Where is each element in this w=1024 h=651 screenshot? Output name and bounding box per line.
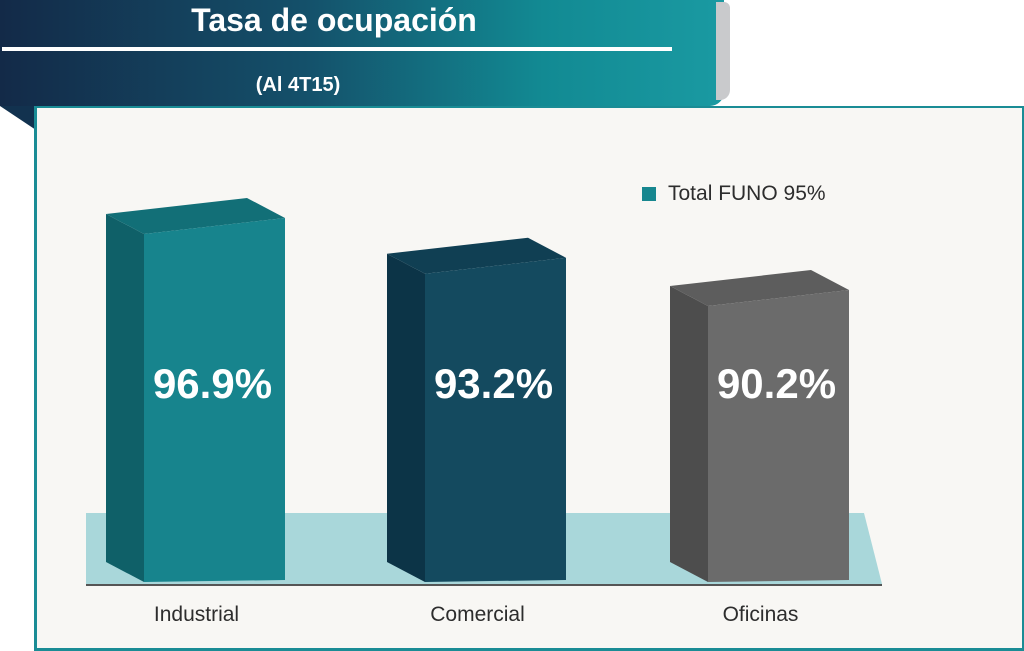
- bar-top: [670, 270, 849, 306]
- header-shadow: [716, 2, 730, 100]
- bar-side: [106, 214, 144, 582]
- bar-top: [106, 198, 285, 234]
- bar-comercial: [425, 257, 566, 582]
- bar-side: [670, 286, 708, 582]
- category-label: Oficinas: [723, 603, 799, 626]
- legend: Total FUNO 95%: [642, 182, 826, 206]
- bar-industrial: [144, 218, 285, 582]
- header-banner: [0, 0, 724, 106]
- chart-title: Tasa de ocupación: [191, 2, 477, 38]
- data-label: 96.9%: [153, 360, 272, 407]
- header-fold: [0, 106, 36, 130]
- bar-side: [387, 253, 425, 582]
- legend-label: Total FUNO 95%: [668, 182, 826, 205]
- chart-subtitle: (Al 4T15): [255, 74, 341, 96]
- title-divider: [2, 47, 672, 51]
- data-label: 90.2%: [717, 360, 836, 407]
- category-label: Industrial: [154, 603, 239, 626]
- bar-top: [387, 237, 566, 274]
- data-label: 93.2%: [434, 360, 553, 407]
- legend-swatch: [642, 187, 656, 201]
- category-label: Comercial: [430, 603, 525, 626]
- bar-oficinas: [708, 290, 849, 582]
